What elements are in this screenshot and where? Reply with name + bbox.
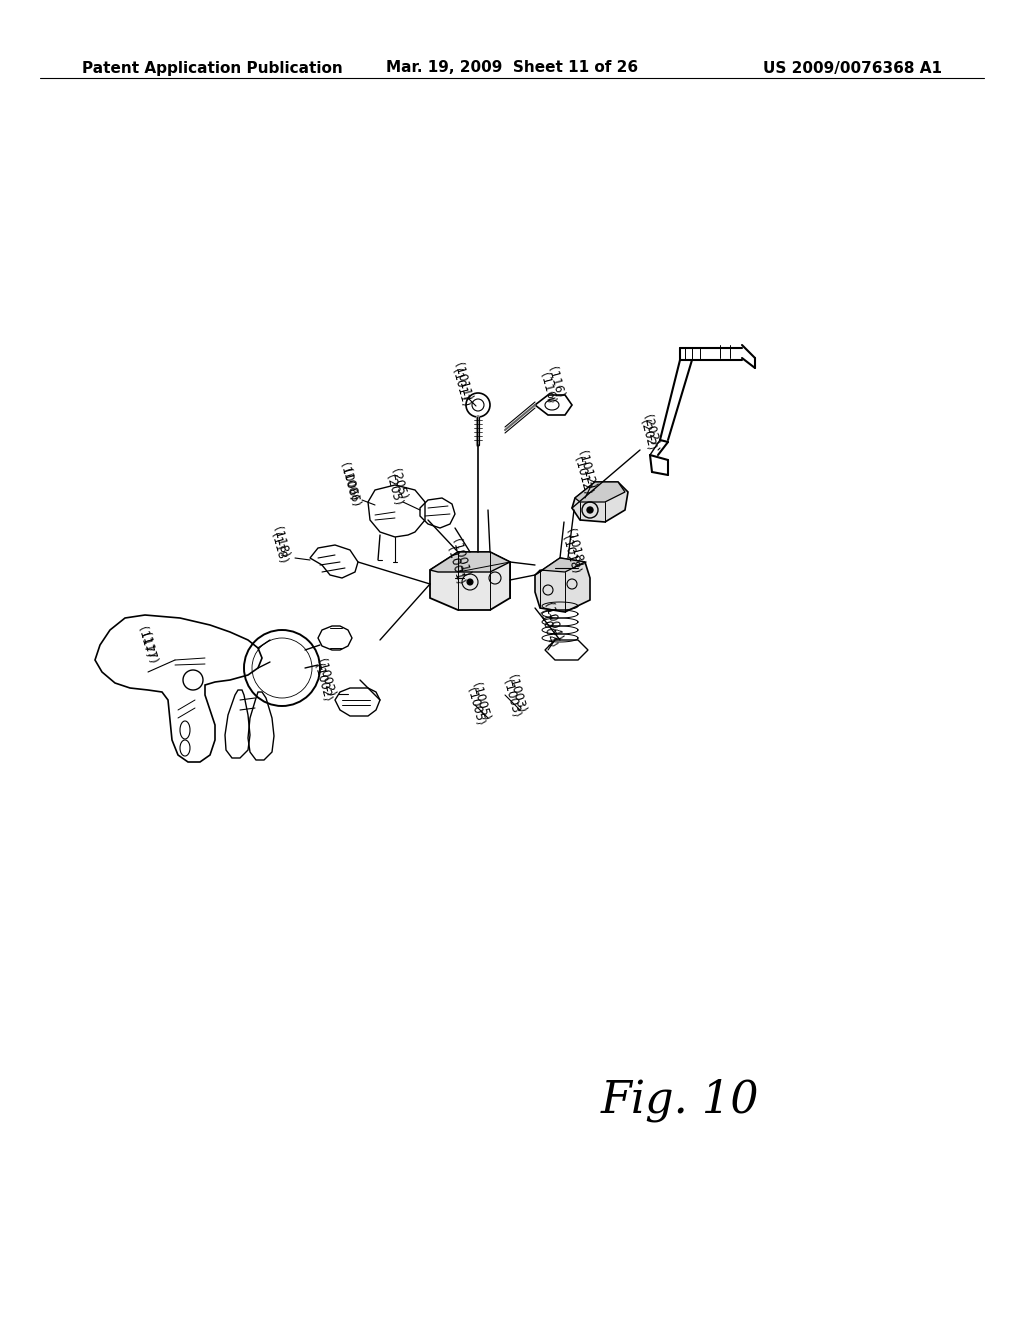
Text: (1002⟩: (1002⟩ bbox=[311, 661, 334, 702]
Text: (205): (205) bbox=[383, 473, 403, 507]
Text: (117): (117) bbox=[137, 631, 159, 665]
Text: (1006): (1006) bbox=[339, 467, 361, 508]
Text: (1001⟩: (1001⟩ bbox=[444, 544, 467, 586]
Text: (1012): (1012) bbox=[574, 449, 597, 491]
Polygon shape bbox=[535, 558, 590, 612]
Text: (116⟩: (116⟩ bbox=[538, 371, 558, 405]
Text: US 2009/0076368 A1: US 2009/0076368 A1 bbox=[763, 61, 942, 75]
Text: Fig. 10: Fig. 10 bbox=[601, 1078, 760, 1122]
Text: (205): (205) bbox=[388, 467, 409, 500]
Text: (1018): (1018) bbox=[559, 535, 582, 576]
Text: (1001): (1001) bbox=[449, 537, 471, 578]
Text: Patent Application Publication: Patent Application Publication bbox=[82, 61, 343, 75]
Text: (1004): (1004) bbox=[541, 602, 563, 643]
Polygon shape bbox=[575, 482, 625, 502]
Text: (1012): (1012) bbox=[570, 455, 593, 496]
Polygon shape bbox=[430, 552, 510, 572]
Text: (117): (117) bbox=[134, 624, 156, 659]
Text: (1011): (1011) bbox=[449, 367, 471, 409]
Text: (1002): (1002) bbox=[313, 657, 336, 698]
Text: (202⟩: (202⟩ bbox=[638, 418, 658, 451]
Circle shape bbox=[467, 579, 473, 585]
Text: (1006): (1006) bbox=[337, 462, 359, 503]
Text: (1011): (1011) bbox=[451, 362, 473, 403]
Text: (1004⟩: (1004⟩ bbox=[537, 607, 559, 648]
Polygon shape bbox=[430, 552, 510, 610]
Text: (1005): (1005) bbox=[469, 681, 492, 722]
Text: (118): (118) bbox=[267, 531, 289, 565]
Text: (1018): (1018) bbox=[562, 528, 586, 569]
Text: (1005⟩: (1005⟩ bbox=[465, 685, 487, 726]
Text: (1003⟩: (1003⟩ bbox=[501, 677, 523, 718]
Text: (202): (202) bbox=[640, 413, 660, 447]
Polygon shape bbox=[572, 482, 628, 521]
Text: (116): (116) bbox=[545, 366, 565, 399]
Text: (118): (118) bbox=[269, 525, 291, 558]
Circle shape bbox=[587, 507, 593, 513]
Polygon shape bbox=[535, 558, 585, 576]
Text: Mar. 19, 2009  Sheet 11 of 26: Mar. 19, 2009 Sheet 11 of 26 bbox=[386, 61, 638, 75]
Text: (1003): (1003) bbox=[505, 673, 527, 714]
